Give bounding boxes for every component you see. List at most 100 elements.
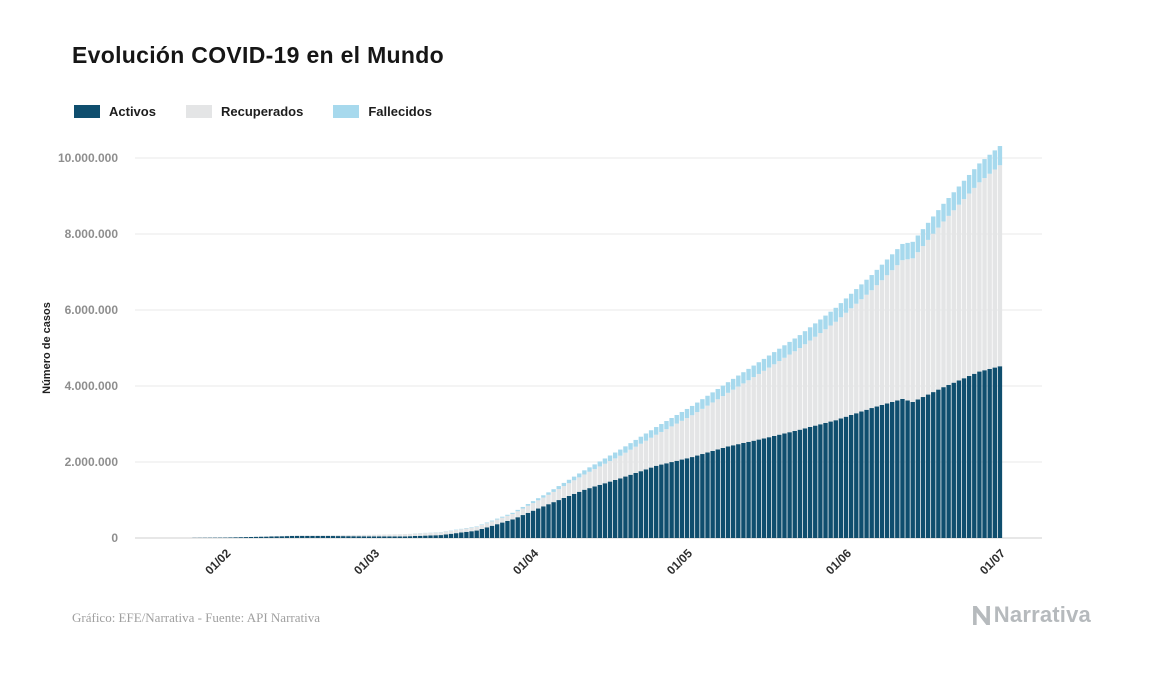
bar-segment bbox=[823, 422, 828, 538]
bar-segment bbox=[669, 426, 674, 463]
bar-segment bbox=[997, 366, 1003, 538]
bar-segment bbox=[243, 537, 249, 538]
bar-segment bbox=[366, 536, 372, 538]
bar-segment bbox=[325, 535, 331, 538]
bar-segment bbox=[813, 336, 818, 426]
bar-segment bbox=[982, 178, 987, 371]
bar-segment bbox=[371, 536, 377, 538]
legend-item-recuperados[interactable]: Recuperados bbox=[185, 104, 303, 119]
bar-segment bbox=[792, 338, 797, 352]
bar-segment bbox=[561, 482, 567, 487]
bar-segment bbox=[684, 408, 690, 419]
bar-segment bbox=[941, 387, 946, 538]
bar-segment bbox=[869, 275, 874, 291]
bar-segment bbox=[592, 486, 597, 538]
bar-segment bbox=[346, 536, 351, 538]
brand-name: Narrativa bbox=[993, 602, 1091, 627]
bar-segment bbox=[961, 180, 967, 200]
bar-segment bbox=[864, 294, 869, 410]
bar-segment bbox=[869, 290, 874, 409]
legend-item-fallecidos[interactable]: Fallecidos bbox=[333, 104, 432, 119]
bar-segment bbox=[582, 474, 587, 490]
bar-segment bbox=[310, 535, 315, 536]
bar-segment bbox=[453, 533, 459, 538]
bar-segment bbox=[536, 498, 541, 501]
bar-segment bbox=[910, 401, 915, 538]
bar-segment bbox=[679, 420, 685, 460]
bar-segment bbox=[407, 536, 413, 538]
bar-segment bbox=[951, 210, 956, 383]
bar-segment bbox=[530, 510, 536, 538]
bar-segment bbox=[972, 373, 977, 538]
bar-segment bbox=[813, 425, 818, 538]
bar-segment bbox=[597, 484, 602, 538]
bar-segment bbox=[792, 351, 797, 431]
bar-segment bbox=[802, 331, 808, 345]
bar-segment bbox=[700, 408, 705, 455]
bar-segment bbox=[587, 471, 592, 489]
bar-segment bbox=[931, 392, 936, 538]
bar-segment bbox=[890, 270, 895, 402]
bar-segment bbox=[566, 483, 572, 496]
bar-segment bbox=[700, 454, 705, 538]
bar-segment bbox=[505, 520, 510, 538]
bar-segment bbox=[961, 199, 967, 379]
bar-segment bbox=[592, 469, 597, 487]
bar-segment bbox=[561, 486, 567, 498]
bar-segment bbox=[577, 473, 582, 478]
bar-segment bbox=[854, 303, 859, 414]
x-tick-label: 01/02 bbox=[202, 546, 233, 577]
bar-segment bbox=[525, 504, 531, 506]
legend-swatch bbox=[74, 105, 100, 118]
bar-segment bbox=[807, 426, 813, 538]
bar-segment bbox=[766, 437, 772, 538]
bar-segment bbox=[618, 478, 623, 538]
bar-segment bbox=[510, 513, 515, 520]
bar-segment bbox=[556, 486, 561, 490]
bar-segment bbox=[838, 418, 844, 538]
bar-segment bbox=[782, 433, 787, 538]
y-tick-label: 0 bbox=[111, 531, 118, 545]
bar-segment bbox=[515, 509, 520, 512]
bar-segment bbox=[997, 165, 1003, 367]
bar-segment bbox=[900, 243, 905, 261]
bar-segment bbox=[987, 173, 992, 369]
bar-segment bbox=[284, 536, 290, 538]
bar-segment bbox=[884, 259, 890, 276]
bar-segment bbox=[397, 534, 402, 537]
bar-segment bbox=[674, 414, 679, 424]
bar-segment bbox=[864, 409, 869, 538]
bar-segment bbox=[412, 533, 418, 536]
bar-segment bbox=[725, 382, 731, 393]
bar-segment bbox=[777, 348, 782, 362]
bar-segment bbox=[720, 447, 726, 538]
bar-segment bbox=[582, 470, 587, 475]
bar-segment bbox=[925, 222, 931, 240]
bar-segment bbox=[828, 325, 833, 422]
bar-segment bbox=[756, 362, 762, 374]
bar-segment bbox=[864, 279, 869, 295]
chart-plot: 0 2.000.000 4.000.000 6.000.000 8.000.000 10.… bbox=[41, 146, 1042, 577]
bar-segment bbox=[766, 367, 772, 438]
bar-segment bbox=[689, 457, 695, 538]
bar-segment bbox=[843, 298, 849, 313]
bar-segment bbox=[577, 477, 582, 492]
bar-segment bbox=[351, 534, 356, 537]
bar-segment bbox=[956, 186, 962, 205]
bar-segment bbox=[920, 229, 926, 247]
bar-segment bbox=[341, 535, 346, 537]
bar-segment bbox=[407, 533, 413, 537]
bar-segment bbox=[772, 364, 777, 436]
y-tick-label: 2.000.000 bbox=[65, 455, 119, 469]
y-axis-tick-labels: 0 2.000.000 4.000.000 6.000.000 8.000.000 10.… bbox=[58, 151, 118, 545]
bar-segment bbox=[571, 493, 577, 538]
bar-segment bbox=[720, 396, 726, 448]
bar-segment bbox=[951, 192, 956, 211]
bar-segment bbox=[761, 438, 767, 538]
bar-segment bbox=[530, 503, 536, 511]
bar-segment bbox=[746, 368, 751, 381]
bar-segment bbox=[833, 321, 838, 421]
bar-segment bbox=[736, 444, 741, 538]
legend-item-activos[interactable]: Activos bbox=[74, 104, 156, 119]
bar-segment bbox=[269, 536, 274, 538]
